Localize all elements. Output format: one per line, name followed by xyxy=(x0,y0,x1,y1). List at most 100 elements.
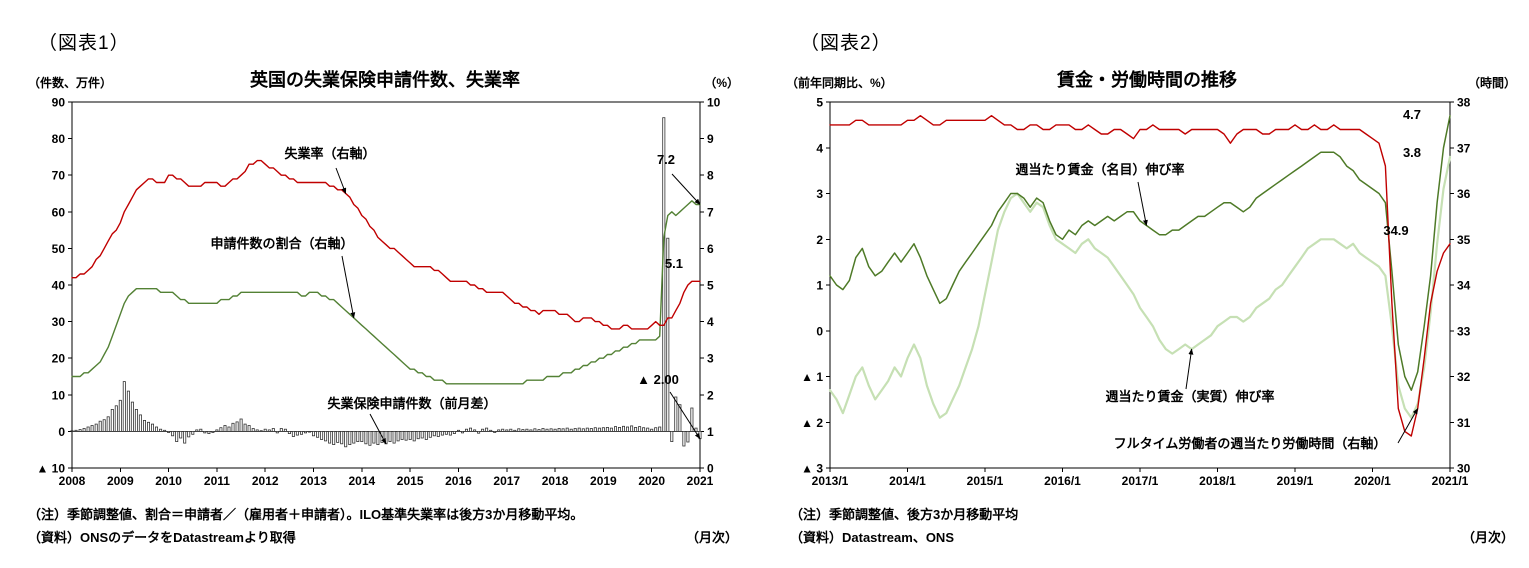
svg-text:36: 36 xyxy=(1457,187,1471,201)
svg-text:2019: 2019 xyxy=(590,474,617,488)
svg-text:2021: 2021 xyxy=(687,474,714,488)
svg-text:38: 38 xyxy=(1457,96,1471,110)
svg-text:31: 31 xyxy=(1457,416,1471,430)
annotation-arrow xyxy=(669,391,701,440)
svg-text:▲ 10: ▲ 10 xyxy=(36,462,65,476)
svg-text:3: 3 xyxy=(816,187,823,201)
svg-text:2018: 2018 xyxy=(542,474,569,488)
svg-text:5: 5 xyxy=(816,96,823,110)
svg-text:2016/1: 2016/1 xyxy=(1044,474,1081,488)
annotation-label: 4.7 xyxy=(1403,107,1421,122)
svg-text:3: 3 xyxy=(707,352,714,366)
annotation-arrow xyxy=(1397,408,1419,444)
annotation-label: ▲ 2.00 xyxy=(637,372,679,387)
annotation-arrow xyxy=(335,167,347,194)
svg-text:2016: 2016 xyxy=(445,474,472,488)
plot-border xyxy=(829,101,1451,469)
svg-text:2: 2 xyxy=(816,233,823,247)
figure2-note-source: （注）季節調整値、後方3か月移動平均 xyxy=(790,507,1019,522)
annotation-label: 失業保険申請件数（前月差） xyxy=(327,396,496,411)
svg-text:▲ 1: ▲ 1 xyxy=(801,370,823,384)
svg-text:2017/1: 2017/1 xyxy=(1122,474,1159,488)
svg-text:80: 80 xyxy=(52,132,66,146)
svg-text:10: 10 xyxy=(707,96,721,110)
figure2-left-axis-unit: （前年同期比、%） xyxy=(786,76,893,90)
svg-text:2020: 2020 xyxy=(638,474,665,488)
svg-text:1: 1 xyxy=(707,425,714,439)
unemployment-rate-line xyxy=(71,159,701,330)
svg-text:▲ 3: ▲ 3 xyxy=(801,462,823,476)
claims-monthly-change-bars xyxy=(70,117,702,448)
figure1-panel: （図表1） （件数、万件） 英国の失業保険申請件数、失業率 （%） 90 80 70… xyxy=(20,22,745,568)
annotation-label: 週当たり賃金（名目）伸び率 xyxy=(1015,162,1184,177)
svg-text:2010: 2010 xyxy=(155,474,182,488)
svg-text:2011: 2011 xyxy=(204,474,230,488)
svg-text:2021/1: 2021/1 xyxy=(1432,474,1469,488)
svg-text:60: 60 xyxy=(52,205,66,219)
plot-border xyxy=(71,101,701,469)
svg-text:34: 34 xyxy=(1457,279,1471,293)
svg-text:6: 6 xyxy=(707,242,714,256)
svg-text:40: 40 xyxy=(52,279,66,293)
weekly-hours-line xyxy=(829,115,1451,437)
svg-text:2013/1: 2013/1 xyxy=(812,474,849,488)
annotation-label: 週当たり賃金（実質）伸び率 xyxy=(1105,389,1274,404)
annotation-arrow xyxy=(671,173,701,205)
svg-text:▲ 2: ▲ 2 xyxy=(801,416,823,430)
figure1-note-row: （資料）ONSのデータをDatastreamより取得 （月次） xyxy=(28,527,738,546)
svg-text:20: 20 xyxy=(52,352,66,366)
annotation-label: 申請件数の割合（右軸） xyxy=(210,236,353,251)
svg-text:2014/1: 2014/1 xyxy=(889,474,926,488)
svg-text:1: 1 xyxy=(816,279,823,293)
svg-text:33: 33 xyxy=(1457,324,1471,338)
svg-text:8: 8 xyxy=(707,169,714,183)
svg-text:32: 32 xyxy=(1457,370,1471,384)
svg-text:2009: 2009 xyxy=(107,474,134,488)
annotation-arrow xyxy=(369,413,387,445)
figure1-left-axis-unit: （件数、万件） xyxy=(28,76,113,90)
annotation-arrow xyxy=(1185,348,1194,390)
annotation-arrow xyxy=(1137,181,1148,227)
svg-text:0: 0 xyxy=(816,324,823,338)
svg-text:7: 7 xyxy=(707,205,714,219)
svg-text:2018/1: 2018/1 xyxy=(1199,474,1236,488)
figure1-label: （図表1） xyxy=(38,33,130,54)
svg-text:30: 30 xyxy=(52,315,66,329)
svg-text:0: 0 xyxy=(707,462,714,476)
figure1-note-source: （注）季節調整値、割合＝申請者／（雇用者＋申請者）。ILO基準失業率は後方3か月… xyxy=(28,507,584,522)
figure2-right-axis-unit: （時間） xyxy=(1467,76,1516,90)
annotation-label: 失業率（右軸） xyxy=(284,146,375,161)
svg-text:2015/1: 2015/1 xyxy=(967,474,1004,488)
annotation-label: 34.9 xyxy=(1383,223,1408,238)
annotation-label: 7.2 xyxy=(657,152,675,167)
figure1-frequency-label: （月次） xyxy=(685,530,738,545)
svg-text:2: 2 xyxy=(707,388,714,402)
figure2-note-row: （資料）Datastream、ONS （月次） xyxy=(790,527,1514,546)
figure2-note-data: （資料）Datastream、ONS xyxy=(790,530,954,545)
svg-text:2014: 2014 xyxy=(348,474,375,488)
svg-text:35: 35 xyxy=(1457,233,1471,247)
svg-text:9: 9 xyxy=(707,132,714,146)
svg-text:0: 0 xyxy=(58,425,65,439)
claims-ratio-line xyxy=(71,200,701,385)
annotation-label: フルタイム労働者の週当たり労働時間（右軸） xyxy=(1114,436,1387,451)
figure1-right-axis-unit: （%） xyxy=(704,76,739,90)
annotation-label: 3.8 xyxy=(1403,145,1421,160)
svg-text:30: 30 xyxy=(1457,462,1471,476)
svg-text:4: 4 xyxy=(707,315,714,329)
figure2-frequency-label: （月次） xyxy=(1461,530,1514,545)
svg-text:50: 50 xyxy=(52,242,66,256)
svg-text:90: 90 xyxy=(52,96,66,110)
figure1-title: 英国の失業保険申請件数、失業率 xyxy=(250,70,520,90)
svg-text:4: 4 xyxy=(816,141,823,155)
svg-text:2017: 2017 xyxy=(493,474,520,488)
figure2-title: 賃金・労働時間の推移 xyxy=(1057,70,1237,90)
svg-text:2015: 2015 xyxy=(397,474,424,488)
real-wage-growth-line xyxy=(828,155,1452,419)
svg-text:2013: 2013 xyxy=(300,474,327,488)
nominal-wage-growth-line xyxy=(829,114,1451,391)
figure2-label: （図表2） xyxy=(800,33,892,54)
svg-text:5: 5 xyxy=(707,279,714,293)
